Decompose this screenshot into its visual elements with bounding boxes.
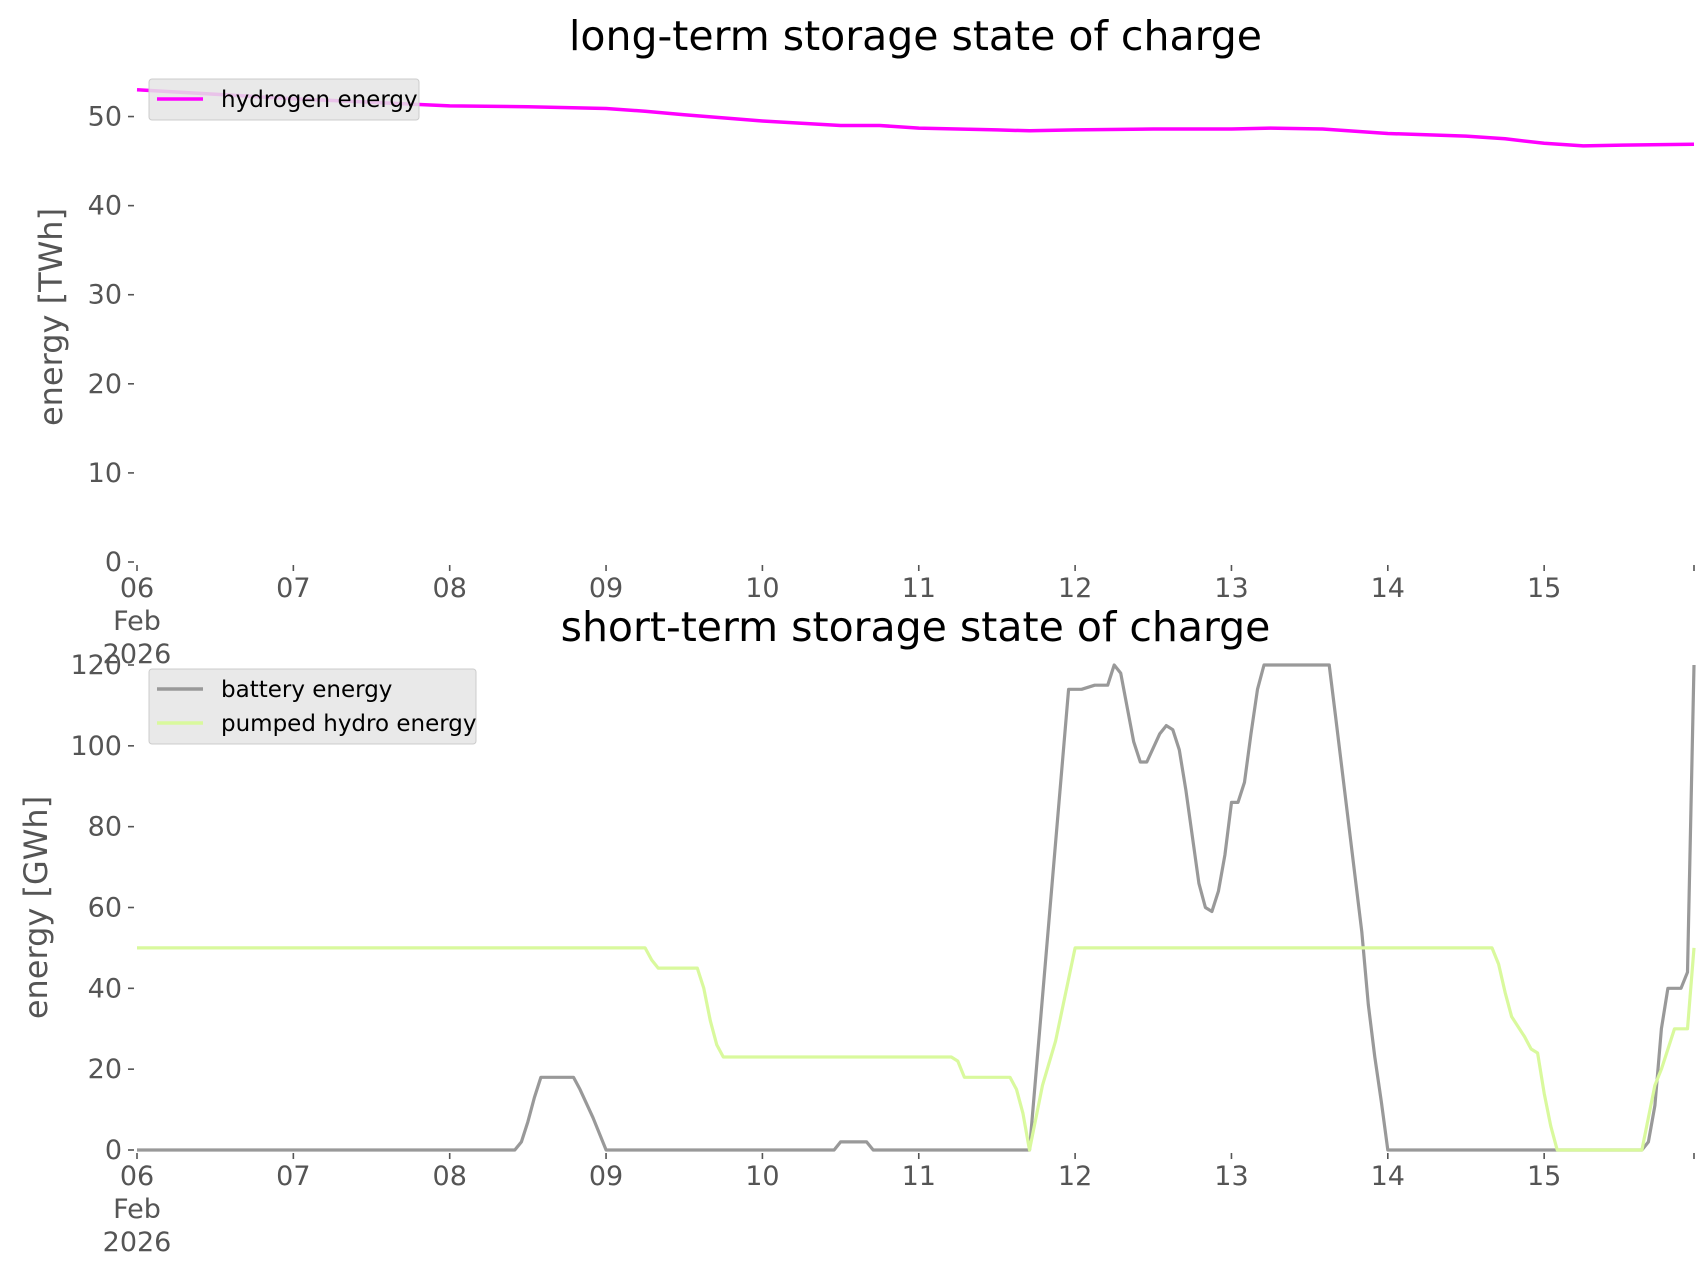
x-tick-label: 14 [1371, 573, 1405, 604]
y-tick-label: 40 [88, 191, 122, 222]
series-line-1 [137, 946, 1696, 1152]
x-tick-label: 06 [120, 1161, 154, 1192]
x-tick-label: 10 [745, 1161, 779, 1192]
y-axis-label: energy [GWh] [17, 796, 55, 1019]
y-tick-label: 60 [88, 893, 122, 924]
legend-label: hydrogen energy [221, 87, 418, 113]
y-axis-label: energy [TWh] [32, 208, 70, 426]
x-tick-label: 08 [433, 573, 467, 604]
x-tick-date-label: 2026 [103, 1227, 172, 1258]
x-tick-label: 13 [1214, 1161, 1248, 1192]
chart-title: long-term storage state of charge [569, 12, 1262, 60]
y-tick-label: 80 [88, 812, 122, 843]
legend-box [148, 78, 420, 121]
x-tick-label: 15 [1527, 1161, 1561, 1192]
x-tick-label: 11 [902, 573, 936, 604]
x-tick-date-label: 2026 [103, 639, 172, 670]
y-tick-label: 0 [105, 1135, 122, 1166]
x-tick-date-label: Feb [113, 1194, 161, 1225]
x-tick-label: 07 [276, 1161, 310, 1192]
y-tick-label: 120 [70, 650, 122, 681]
y-tick-label: 100 [70, 731, 122, 762]
x-tick-label: 12 [1058, 1161, 1092, 1192]
y-tick-label: 0 [105, 547, 122, 578]
x-tick-label: 09 [589, 573, 623, 604]
y-tick-label: 40 [88, 973, 122, 1004]
legend-label: pumped hydro energy [221, 711, 477, 737]
x-tick-label: 12 [1058, 573, 1092, 604]
x-tick-label: 14 [1371, 1161, 1405, 1192]
short-term-storage-panel: short-term storage state of charge energy… [17, 603, 1696, 1258]
y-tick-label: 30 [88, 280, 122, 311]
chart-title: short-term storage state of charge [561, 603, 1271, 651]
legend-label: battery energy [221, 677, 392, 703]
x-tick-label: 07 [276, 573, 310, 604]
x-tick-label: 09 [589, 1161, 623, 1192]
x-tick-label: 13 [1214, 573, 1248, 604]
long-term-storage-panel: long-term storage state of charge energy … [32, 12, 1695, 670]
y-tick-label: 20 [88, 1054, 122, 1085]
x-tick-label: 10 [745, 573, 779, 604]
legend-box [148, 668, 477, 745]
x-tick-date-label: Feb [113, 606, 161, 637]
x-tick-label: 11 [902, 1161, 936, 1192]
series-line-0 [136, 88, 1695, 148]
y-tick-label: 20 [88, 369, 122, 400]
x-tick-label: 06 [120, 573, 154, 604]
x-tick-label: 08 [433, 1161, 467, 1192]
y-tick-label: 10 [88, 458, 122, 489]
series-line-0 [137, 663, 1696, 1152]
y-tick-label: 50 [88, 102, 122, 133]
x-tick-label: 15 [1527, 573, 1561, 604]
